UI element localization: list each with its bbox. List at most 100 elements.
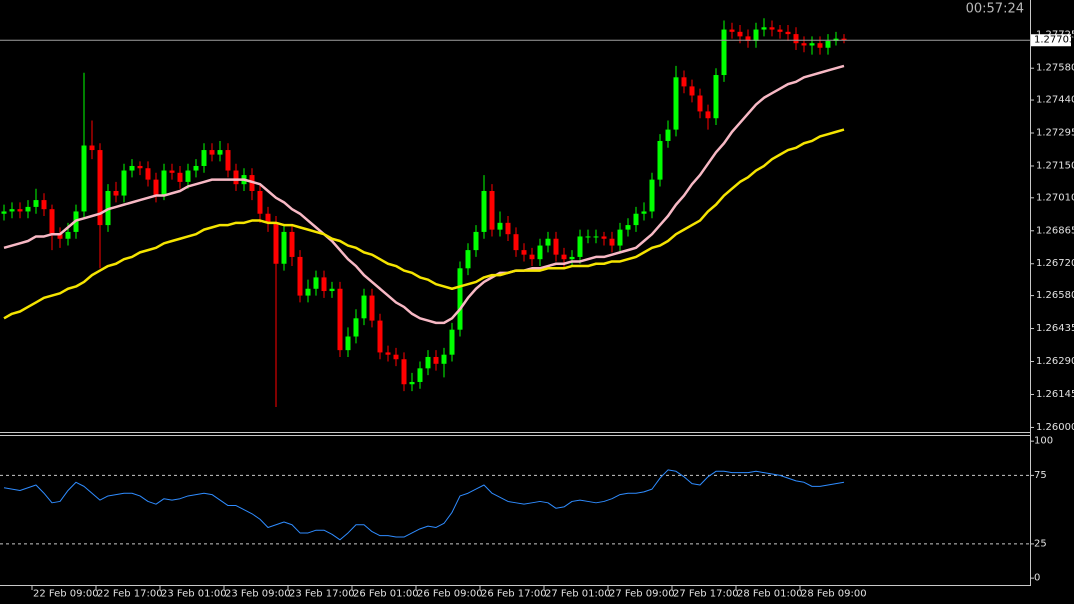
- y-tick-label: 1.26000: [1036, 422, 1074, 433]
- candle-body: [25, 206, 31, 212]
- candle-body: [641, 211, 647, 214]
- candle-body: [153, 179, 159, 196]
- candle-body: [529, 254, 535, 260]
- candle-body: [57, 234, 63, 239]
- candle-body: [97, 150, 103, 226]
- y-tick-label: 1.26865: [1036, 225, 1074, 236]
- candle-body: [161, 170, 167, 196]
- candle-body: [793, 34, 799, 44]
- x-tick-label: 23 Feb 17:00: [289, 589, 355, 600]
- x-tick-label: 23 Feb 09:00: [225, 589, 291, 600]
- price-label-box: [1031, 34, 1071, 47]
- candle-body: [65, 231, 71, 239]
- x-tick-label: 27 Feb 01:00: [545, 589, 611, 600]
- candle-body: [145, 168, 151, 180]
- candle-body: [377, 320, 383, 353]
- y-tick-label: 1.27580: [1036, 63, 1074, 74]
- candle-body: [441, 354, 447, 364]
- x-tick-label: 28 Feb 01:00: [737, 589, 803, 600]
- candle-body: [553, 238, 559, 255]
- y-tick-label: 1.27440: [1036, 95, 1074, 106]
- candle-body: [193, 165, 199, 171]
- candle-body: [361, 295, 367, 319]
- candle-body: [33, 200, 39, 207]
- line: [3, 128, 845, 320]
- candle-body: [609, 238, 615, 246]
- candle-body: [233, 170, 239, 185]
- candle-body: [817, 43, 823, 48]
- candle-body: [665, 129, 671, 141]
- candle-body: [633, 213, 639, 226]
- price-label: 1.27703: [1034, 35, 1074, 46]
- candle-body: [489, 190, 495, 230]
- timer: 00:57:24: [966, 2, 1024, 17]
- candle-body: [513, 234, 519, 251]
- candle-body: [89, 145, 95, 151]
- candle-body: [449, 329, 455, 355]
- candle-body: [49, 209, 55, 235]
- candle-body: [345, 336, 351, 351]
- candle-body: [337, 288, 343, 351]
- candle-body: [297, 256, 303, 296]
- candle-body: [425, 356, 431, 369]
- candle-body: [649, 179, 655, 212]
- candle-body: [705, 111, 711, 119]
- y-tick-label: 25: [1034, 538, 1047, 549]
- candle-body: [801, 43, 807, 46]
- candle-body: [457, 268, 463, 330]
- y-tick-label: 75: [1034, 470, 1047, 481]
- candle-body: [697, 95, 703, 112]
- y-tick-label: 1.27295: [1036, 128, 1074, 139]
- x-tick-label: 26 Feb 17:00: [481, 589, 547, 600]
- candle-body: [113, 190, 119, 196]
- candle-body: [409, 381, 415, 385]
- candle-body: [305, 288, 311, 296]
- candle-body: [497, 222, 503, 230]
- candle-body: [473, 231, 479, 251]
- candle-body: [617, 229, 623, 246]
- candle-body: [313, 277, 319, 289]
- candle-body: [217, 150, 223, 155]
- candle-body: [209, 150, 215, 155]
- candle-body: [625, 225, 631, 230]
- candle-body: [129, 165, 135, 171]
- candle-body: [257, 190, 263, 214]
- candle-body: [121, 170, 127, 196]
- candle-body: [545, 238, 551, 246]
- candle-body: [777, 29, 783, 32]
- candle-body: [681, 77, 687, 87]
- candle-body: [841, 38, 847, 41]
- x-tick-label: 26 Feb 09:00: [417, 589, 483, 600]
- candle-body: [825, 40, 831, 48]
- y-tick-label: 1.27010: [1036, 192, 1074, 203]
- candle-body: [289, 231, 295, 257]
- y-tick-label: 1.26290: [1036, 356, 1074, 367]
- candle-body: [721, 29, 727, 76]
- y-tick-label: 1.26435: [1036, 323, 1074, 334]
- x-tick-label: 27 Feb 09:00: [609, 589, 675, 600]
- candle-body: [785, 31, 791, 35]
- candle-body: [177, 172, 183, 182]
- candle-body: [369, 295, 375, 321]
- candle-body: [225, 150, 231, 171]
- candle-body: [809, 43, 815, 46]
- line: [3, 469, 845, 541]
- candle-body: [329, 288, 335, 292]
- candle-body: [593, 236, 599, 238]
- candle-body: [689, 86, 695, 96]
- candle-body: [769, 27, 775, 30]
- y-tick-label: 1.27150: [1036, 160, 1074, 171]
- candle-body: [17, 209, 23, 212]
- candle-body: [729, 29, 735, 32]
- candle-body: [505, 222, 511, 235]
- candle-body: [465, 250, 471, 269]
- candle-body: [433, 356, 439, 364]
- candle-body: [537, 245, 543, 260]
- x-tick-label: 22 Feb 17:00: [97, 589, 163, 600]
- candle-body: [169, 170, 175, 173]
- candle-body: [673, 77, 679, 130]
- candle-body: [585, 236, 591, 238]
- candle-body: [201, 150, 207, 166]
- candle-body: [713, 75, 719, 119]
